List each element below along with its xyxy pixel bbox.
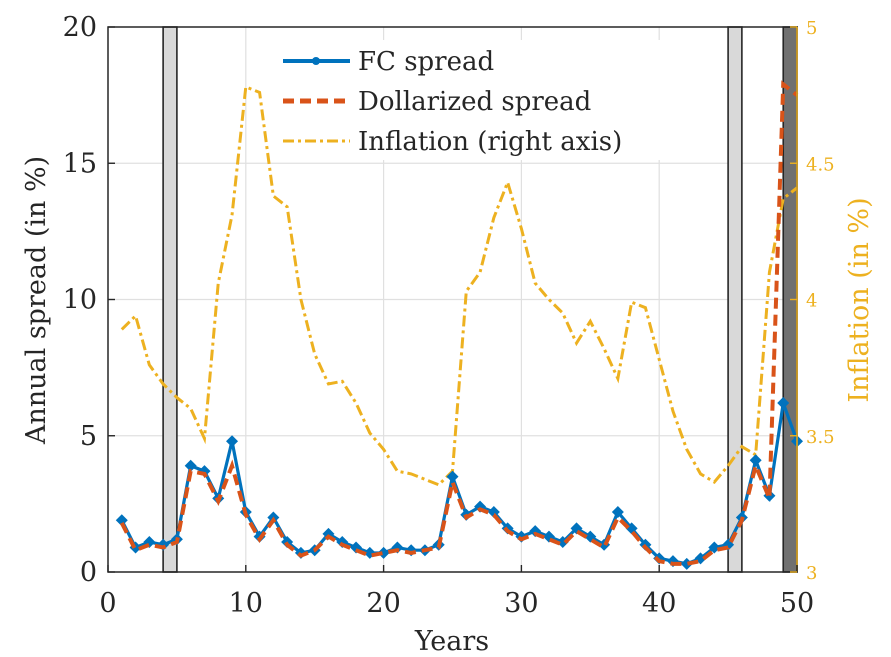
fc-spread-point — [184, 459, 197, 472]
y-tick-label: 15 — [63, 148, 97, 179]
x-tick-label: 10 — [229, 588, 263, 619]
fc-spread-point — [446, 470, 459, 483]
fc-spread-point — [377, 546, 390, 559]
fc-spread-point — [115, 514, 128, 527]
axis-ticks: 0 10 20 30 40 50 0 5 10 15 20 3 3.5 4 4.5 5 — [63, 12, 835, 619]
legend-label-inflation: Inflation (right axis) — [358, 127, 622, 157]
fc-spread-point — [708, 541, 721, 554]
x-tick-label: 30 — [504, 588, 538, 619]
y-axis-label: Annual spread (in %) — [21, 156, 52, 445]
fc-spread-point — [777, 397, 790, 410]
y2-axis-label: Inflation (in %) — [844, 197, 875, 402]
y-tick-label: 10 — [63, 285, 97, 316]
shaded-region — [727, 26, 743, 573]
y-tick-label: 20 — [63, 12, 97, 43]
fc-spread-point — [749, 454, 762, 467]
series-line-inflation — [120, 84, 798, 487]
fc-spread-point — [226, 435, 239, 448]
y2-tick-label: 3.5 — [806, 427, 835, 448]
fc-spread-point — [487, 506, 500, 519]
y2-tick-label: 4.5 — [806, 154, 835, 175]
legend-label-dollarized-spread: Dollarized spread — [358, 87, 591, 117]
x-tick-label: 40 — [642, 588, 676, 619]
x-axis-label: Years — [414, 626, 489, 657]
series-layer — [115, 80, 803, 570]
y2-tick-label: 5 — [806, 18, 817, 39]
series-line-dollarized-spread — [119, 80, 799, 566]
y-tick-label: 0 — [80, 557, 97, 588]
x-tick-label: 0 — [99, 588, 116, 619]
shaded-region — [162, 26, 178, 573]
y2-tick-label: 4 — [806, 291, 817, 312]
fc-spread-point — [611, 506, 624, 519]
y-tick-label: 5 — [80, 421, 97, 452]
legend: FC spread Dollarized spread Inflation (r… — [272, 40, 664, 160]
legend-marker-fc-spread — [312, 57, 320, 65]
fc-spread-point — [680, 557, 693, 570]
y2-tick-label: 3 — [806, 563, 817, 584]
x-tick-label: 20 — [366, 588, 400, 619]
legend-label-fc-spread: FC spread — [358, 47, 494, 77]
x-tick-label: 50 — [780, 588, 814, 619]
